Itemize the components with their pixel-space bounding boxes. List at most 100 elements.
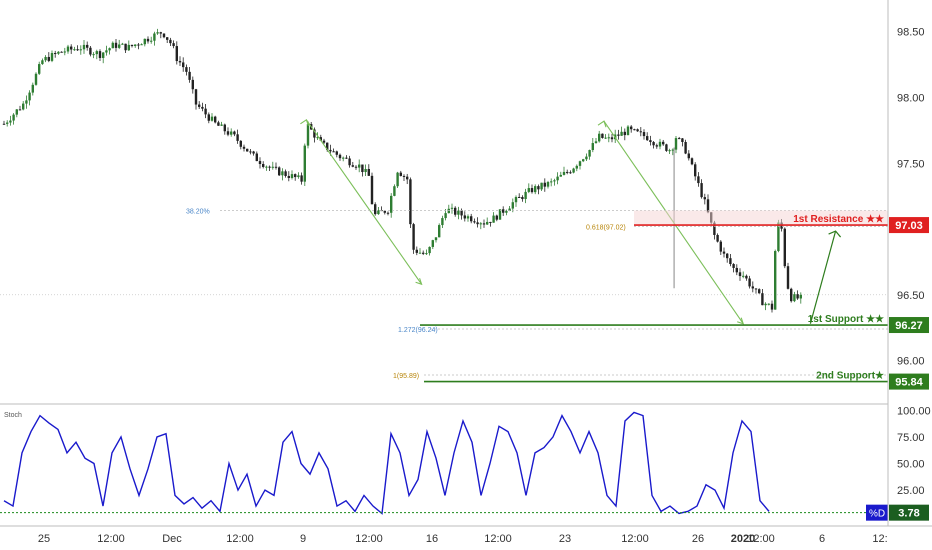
candle-body: [719, 241, 722, 252]
candle-body: [303, 145, 306, 182]
candle-body: [297, 175, 300, 178]
candle-body: [18, 109, 22, 111]
candle-body: [127, 44, 130, 51]
projection-arrow-line: [809, 230, 837, 324]
candle-body: [786, 266, 790, 289]
stoch-d-line: [3, 411, 770, 515]
candle-body: [76, 49, 79, 51]
candle-body: [444, 213, 447, 219]
level-price-badge-text: 96.27: [895, 320, 923, 332]
candle-body: [226, 131, 230, 135]
candle-body: [623, 131, 626, 136]
stoch-y-tick-label: 100.00: [897, 405, 931, 417]
candle-body: [610, 137, 614, 140]
candle-body: [156, 32, 159, 34]
candle-body: [182, 62, 185, 68]
candle-body: [732, 264, 735, 268]
candle-body: [668, 150, 671, 152]
zigzag-line: [305, 119, 423, 285]
candle-body: [751, 286, 754, 289]
candle-body: [466, 216, 470, 219]
candle-body: [790, 288, 793, 302]
candle-body: [399, 172, 402, 176]
candle-body: [191, 79, 194, 90]
candle-body: [425, 253, 428, 255]
fib-level-label: 1.272(96.24): [398, 327, 438, 334]
candle-body: [652, 142, 655, 146]
fib-level-label: 1(95.89): [393, 373, 419, 380]
y-tick-label: 96.50: [897, 290, 925, 302]
candle-body: [687, 153, 690, 159]
candle-body: [463, 215, 466, 219]
candle-body: [230, 131, 233, 135]
candle-body: [543, 182, 546, 187]
candle-body: [198, 104, 201, 107]
candle-body: [665, 144, 668, 151]
candle-body: [354, 166, 358, 168]
candle-body: [575, 165, 578, 169]
stoch-value-text: 3.78: [898, 508, 919, 520]
candle-body: [252, 151, 255, 154]
candle-body: [319, 137, 322, 141]
candle-body: [639, 131, 642, 133]
x-tick-label: 12:00: [484, 533, 512, 545]
candle-body: [431, 240, 434, 247]
candle-body: [34, 73, 38, 85]
candle-body: [121, 43, 124, 45]
candle-body: [674, 138, 678, 150]
y-tick-label: 96.00: [897, 356, 925, 368]
candle-body: [646, 136, 649, 141]
candle-body: [44, 56, 47, 61]
candle-body: [188, 71, 191, 80]
candle-body: [204, 108, 207, 115]
candle-body: [175, 46, 178, 62]
candle-body: [54, 53, 57, 55]
candle-body: [73, 49, 76, 51]
candle-body: [246, 148, 249, 152]
candle-body: [479, 223, 482, 225]
candle-body: [441, 218, 444, 226]
candle-body: [502, 209, 505, 213]
candle-body: [130, 44, 134, 47]
candle-body: [406, 176, 409, 180]
candle-body: [473, 221, 476, 223]
candle-body: [329, 149, 332, 152]
candle-body: [476, 222, 479, 225]
candle-body: [630, 126, 633, 130]
candle-body: [796, 294, 799, 299]
candle-body: [38, 64, 41, 74]
candle-body: [50, 53, 54, 61]
candle-body: [434, 237, 438, 241]
resistance-zone: [634, 210, 888, 226]
x-tick-label: 6: [819, 533, 825, 545]
candle-body: [57, 51, 60, 54]
candle-body: [114, 42, 118, 48]
candle-body: [505, 210, 508, 213]
candle-body: [700, 183, 703, 198]
candle-body: [495, 215, 498, 220]
candle-body: [146, 38, 150, 42]
candle-body: [546, 182, 550, 187]
candle-body: [767, 303, 770, 305]
candle-body: [492, 215, 495, 223]
candle-body: [143, 38, 146, 45]
candle-body: [684, 141, 687, 154]
candle-body: [207, 114, 210, 121]
candle-body: [313, 129, 316, 138]
candle-body: [601, 133, 604, 138]
candle-body: [95, 51, 98, 55]
candle-body: [412, 224, 415, 250]
candle-body: [111, 42, 114, 49]
candle-body: [262, 164, 265, 167]
candle-body: [662, 141, 665, 145]
candle-body: [450, 207, 454, 209]
x-tick-label: 12:00: [97, 533, 125, 545]
candle-body: [178, 61, 182, 63]
candle-body: [754, 288, 758, 290]
candle-body: [735, 267, 738, 273]
candle-body: [345, 157, 348, 159]
candle-body: [655, 145, 658, 147]
stoch-y-tick-label: 25.00: [897, 485, 925, 497]
candle-body: [63, 51, 66, 53]
candle-body: [671, 149, 674, 151]
